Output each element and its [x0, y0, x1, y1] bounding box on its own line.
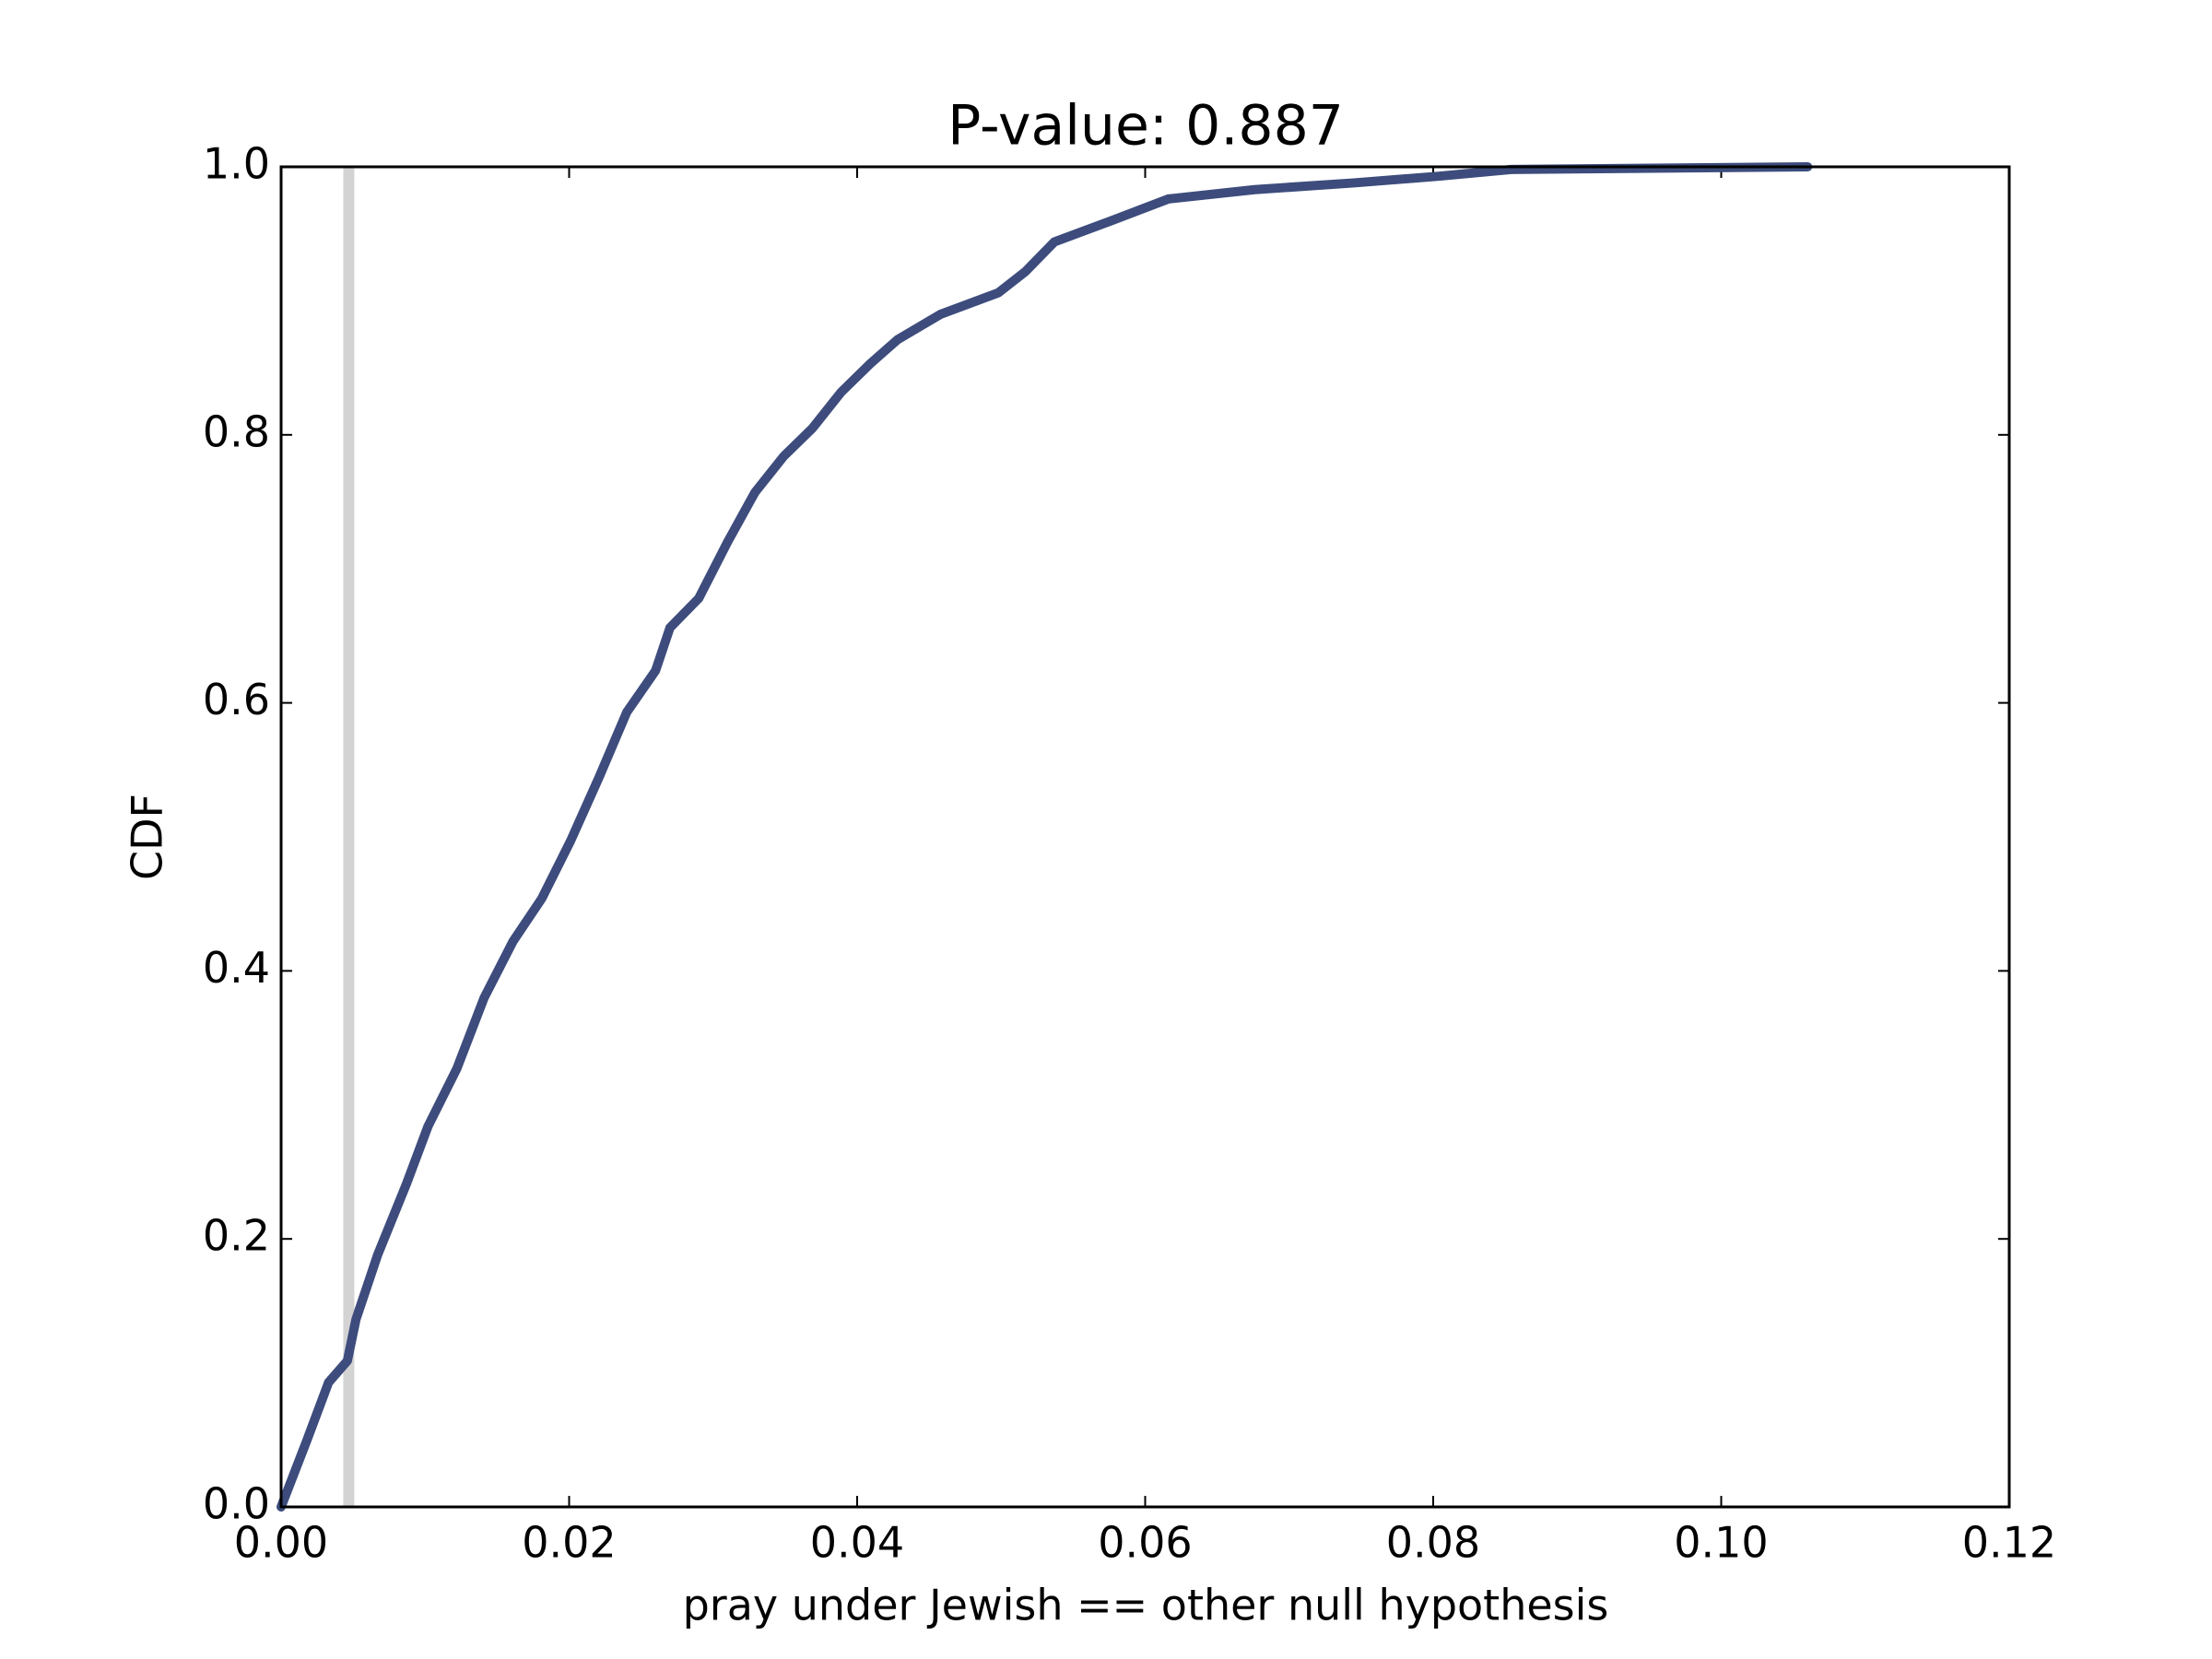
x-tick-label: 0.12 — [1962, 1518, 2056, 1568]
y-axis-label: CDF — [123, 794, 172, 880]
x-tick-label: 0.00 — [234, 1518, 328, 1568]
x-tick-label: 0.06 — [1098, 1518, 1192, 1568]
x-axis-label: pray under Jewish == other null hypothes… — [683, 1581, 1609, 1630]
cdf-line — [276, 162, 1813, 1512]
x-tick-label: 0.10 — [1674, 1518, 1768, 1568]
y-tick-label: 0.4 — [203, 943, 270, 993]
y-tick-label: 0.2 — [203, 1211, 270, 1261]
chart-title: P-value: 0.887 — [947, 94, 1344, 159]
x-tick-label: 0.08 — [1386, 1518, 1480, 1568]
y-tick-label: 1.0 — [203, 139, 270, 189]
x-tick-label: 0.04 — [810, 1518, 904, 1568]
plot-frame — [279, 165, 2011, 1509]
y-tick-label: 0.0 — [203, 1479, 270, 1529]
y-tick-label: 0.8 — [203, 406, 270, 456]
x-tick-label: 0.02 — [522, 1518, 616, 1568]
y-tick-label: 0.6 — [203, 675, 270, 724]
